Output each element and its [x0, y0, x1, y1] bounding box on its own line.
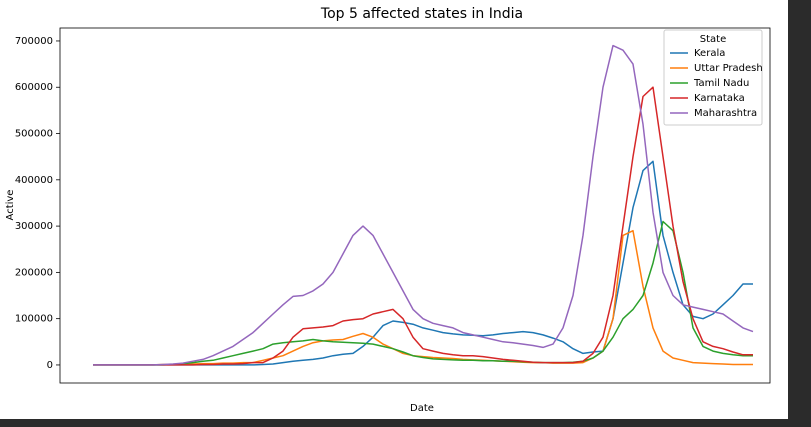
- legend-box: [663, 29, 763, 126]
- legend-label: Tamil Nadu: [693, 78, 749, 89]
- legend-label: Karnataka: [694, 93, 745, 104]
- legend-label: Maharashtra: [694, 108, 757, 119]
- legend-title: State: [700, 34, 726, 45]
- y-tick-label: 300000: [15, 221, 53, 232]
- y-tick-label: 600000: [15, 82, 53, 93]
- series-line: [93, 229, 753, 366]
- series-line: [93, 86, 753, 366]
- y-tick-label: 100000: [15, 314, 53, 325]
- x-axis-label: Date: [410, 403, 434, 414]
- y-axis-label: Active: [5, 190, 16, 221]
- y-tick-label: 700000: [15, 36, 53, 47]
- chart-title: Top 5 affected states in India: [320, 6, 523, 22]
- legend-label: Uttar Pradesh: [694, 63, 763, 74]
- y-tick-label: 200000: [15, 267, 53, 278]
- y-tick-label: 500000: [15, 129, 53, 140]
- legend: State Kerala Uttar Pradesh Tamil Nadu Karnat…: [663, 29, 763, 126]
- legend-label: Kerala: [694, 48, 725, 59]
- plot-frame: [59, 27, 771, 384]
- series-line: [93, 220, 753, 366]
- series-line: [93, 44, 754, 366]
- y-tick-label: 0: [47, 360, 53, 371]
- y-tick-label: 400000: [15, 175, 53, 186]
